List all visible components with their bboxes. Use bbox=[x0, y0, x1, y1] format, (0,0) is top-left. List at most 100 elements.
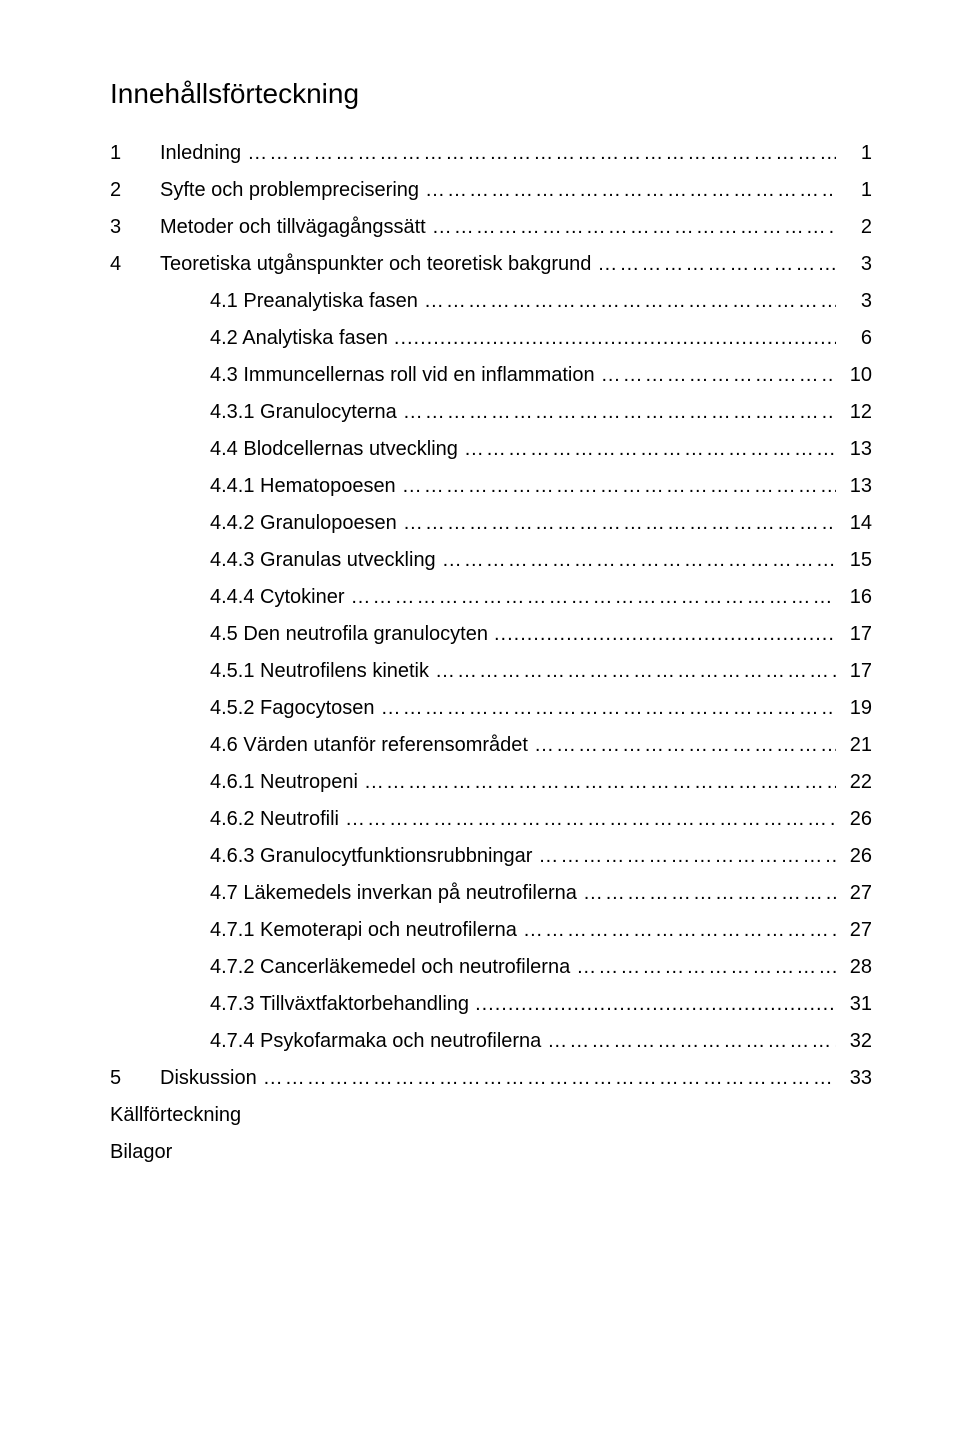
toc-label: Diskussion bbox=[160, 1063, 257, 1094]
toc-page: 12 bbox=[842, 397, 872, 428]
appendix-label: Bilagor bbox=[110, 1137, 172, 1168]
toc-entry: 4.5 Den neutrofila granulocyten 17 bbox=[110, 619, 872, 650]
toc-entry: 3Metoder och tillvägagångssätt 2 bbox=[110, 212, 872, 243]
toc-leader bbox=[424, 286, 836, 317]
toc-leader bbox=[432, 212, 836, 243]
toc-page: 19 bbox=[842, 693, 872, 724]
toc-entry: 4.6 Värden utanför referensområdet 21 bbox=[110, 730, 872, 761]
toc-page: 21 bbox=[842, 730, 872, 761]
toc-leader bbox=[381, 693, 836, 724]
toc-label: 4.4.4 Cytokiner bbox=[210, 582, 345, 613]
toc-entry: 4.6.1 Neutropeni 22 bbox=[110, 767, 872, 798]
toc-label: 4.3.1 Granulocyterna bbox=[210, 397, 397, 428]
toc-label: 4.7.2 Cancerläkemedel och neutrofilerna bbox=[210, 952, 570, 983]
toc-label: 4.3 Immuncellernas roll vid en inflammat… bbox=[210, 360, 595, 391]
toc-page: 1 bbox=[842, 138, 872, 169]
toc-number: 2 bbox=[110, 175, 160, 206]
toc-entry: 4.4.1 Hematopoesen13 bbox=[110, 471, 872, 502]
toc-label: 4.7.4 Psykofarmaka och neutrofilerna bbox=[210, 1026, 541, 1057]
appendix-entry: Källförteckning bbox=[110, 1100, 872, 1131]
toc-page: 17 bbox=[842, 619, 872, 650]
toc-label: 4.4.2 Granulopoesen bbox=[210, 508, 397, 539]
toc-label: 4.7.3 Tillväxtfaktorbehandling bbox=[210, 989, 469, 1020]
toc-leader bbox=[538, 841, 836, 872]
toc-leader bbox=[403, 508, 836, 539]
toc-page: 31 bbox=[842, 989, 872, 1020]
toc-page: 17 bbox=[842, 656, 872, 687]
toc-leader bbox=[597, 249, 836, 280]
toc-leader bbox=[494, 619, 836, 650]
toc-page: 16 bbox=[842, 582, 872, 613]
toc-entry: 4.3 Immuncellernas roll vid en inflammat… bbox=[110, 360, 872, 391]
toc-label: 4.2 Analytiska fasen bbox=[210, 323, 388, 354]
toc-entry: 4.7.1 Kemoterapi och neutrofilerna27 bbox=[110, 915, 872, 946]
page-title: Innehållsförteckning bbox=[110, 78, 872, 110]
toc-page: 15 bbox=[842, 545, 872, 576]
toc-leader bbox=[601, 360, 836, 391]
appendix-entry: Bilagor bbox=[110, 1137, 872, 1168]
toc-entry: 4.1 Preanalytiska fasen 3 bbox=[110, 286, 872, 317]
toc-number: 4 bbox=[110, 249, 160, 280]
toc-page: 27 bbox=[842, 878, 872, 909]
toc-page: 33 bbox=[842, 1063, 872, 1094]
toc-entry: 1Inledning1 bbox=[110, 138, 872, 169]
toc-label: 4.4.3 Granulas utveckling bbox=[210, 545, 436, 576]
toc-entry: 4.2 Analytiska fasen6 bbox=[110, 323, 872, 354]
toc-entry: 4.7 Läkemedels inverkan på neutrofilerna… bbox=[110, 878, 872, 909]
toc-entry: 4.7.4 Psykofarmaka och neutrofilerna 32 bbox=[110, 1026, 872, 1057]
toc-entry: 4.7.2 Cancerläkemedel och neutrofilerna 2… bbox=[110, 952, 872, 983]
toc-label: 4.5.2 Fagocytosen bbox=[210, 693, 375, 724]
toc-entry: 2Syfte och problemprecisering 1 bbox=[110, 175, 872, 206]
toc-entry: 4.5.2 Fagocytosen 19 bbox=[110, 693, 872, 724]
toc-page: 22 bbox=[842, 767, 872, 798]
toc-entry: 4.7.3 Tillväxtfaktorbehandling 31 bbox=[110, 989, 872, 1020]
toc-label: Syfte och problemprecisering bbox=[160, 175, 419, 206]
toc-label: 4.7 Läkemedels inverkan på neutrofilerna bbox=[210, 878, 577, 909]
toc-label: 4.4 Blodcellernas utveckling bbox=[210, 434, 458, 465]
toc-page: 26 bbox=[842, 804, 872, 835]
toc-entry: 4.4 Blodcellernas utveckling 13 bbox=[110, 434, 872, 465]
toc-entry: 5Diskussion 33 bbox=[110, 1063, 872, 1094]
toc-label: 4.6.3 Granulocytfunktionsrubbningar bbox=[210, 841, 532, 872]
toc-page: 1 bbox=[842, 175, 872, 206]
toc-leader bbox=[547, 1026, 836, 1057]
toc-label: Teoretiska utgånspunkter och teoretisk b… bbox=[160, 249, 591, 280]
toc-label: 4.6 Värden utanför referensområdet bbox=[210, 730, 528, 761]
toc-entry: 4.3.1 Granulocyterna 12 bbox=[110, 397, 872, 428]
toc-leader bbox=[351, 582, 836, 613]
toc-entry: 4.5.1 Neutrofilens kinetik 17 bbox=[110, 656, 872, 687]
toc-page: 32 bbox=[842, 1026, 872, 1057]
toc-label: 4.6.1 Neutropeni bbox=[210, 767, 358, 798]
toc-leader bbox=[402, 471, 836, 502]
toc-leader bbox=[247, 138, 836, 169]
toc-leader bbox=[442, 545, 836, 576]
toc-page: 3 bbox=[842, 249, 872, 280]
toc-leader bbox=[364, 767, 836, 798]
toc-entry: 4.4.2 Granulopoesen14 bbox=[110, 508, 872, 539]
appendix-section: Källförteckning Bilagor bbox=[110, 1100, 872, 1168]
toc-page: 3 bbox=[842, 286, 872, 317]
toc-label: 4.1 Preanalytiska fasen bbox=[210, 286, 418, 317]
toc-leader bbox=[464, 434, 836, 465]
toc-label: 4.6.2 Neutrofili bbox=[210, 804, 339, 835]
toc-entry: 4.6.2 Neutrofili 26 bbox=[110, 804, 872, 835]
appendix-label: Källförteckning bbox=[110, 1100, 241, 1131]
toc-page: 2 bbox=[842, 212, 872, 243]
toc-leader bbox=[403, 397, 836, 428]
toc-label: Metoder och tillvägagångssätt bbox=[160, 212, 426, 243]
toc-entry: 4.4.3 Granulas utveckling 15 bbox=[110, 545, 872, 576]
toc-entry: 4.6.3 Granulocytfunktionsrubbningar26 bbox=[110, 841, 872, 872]
toc-label: 4.5 Den neutrofila granulocyten bbox=[210, 619, 488, 650]
toc-page: 28 bbox=[842, 952, 872, 983]
toc-page: 13 bbox=[842, 434, 872, 465]
toc-number: 5 bbox=[110, 1063, 160, 1094]
toc-number: 3 bbox=[110, 212, 160, 243]
toc-leader bbox=[425, 175, 836, 206]
toc-leader bbox=[345, 804, 836, 835]
toc-label: 4.7.1 Kemoterapi och neutrofilerna bbox=[210, 915, 517, 946]
toc-entry: 4.4.4 Cytokiner 16 bbox=[110, 582, 872, 613]
toc-leader bbox=[263, 1063, 836, 1094]
toc-label: 4.5.1 Neutrofilens kinetik bbox=[210, 656, 429, 687]
toc-entry: 4Teoretiska utgånspunkter och teoretisk … bbox=[110, 249, 872, 280]
toc-leader bbox=[394, 323, 836, 354]
